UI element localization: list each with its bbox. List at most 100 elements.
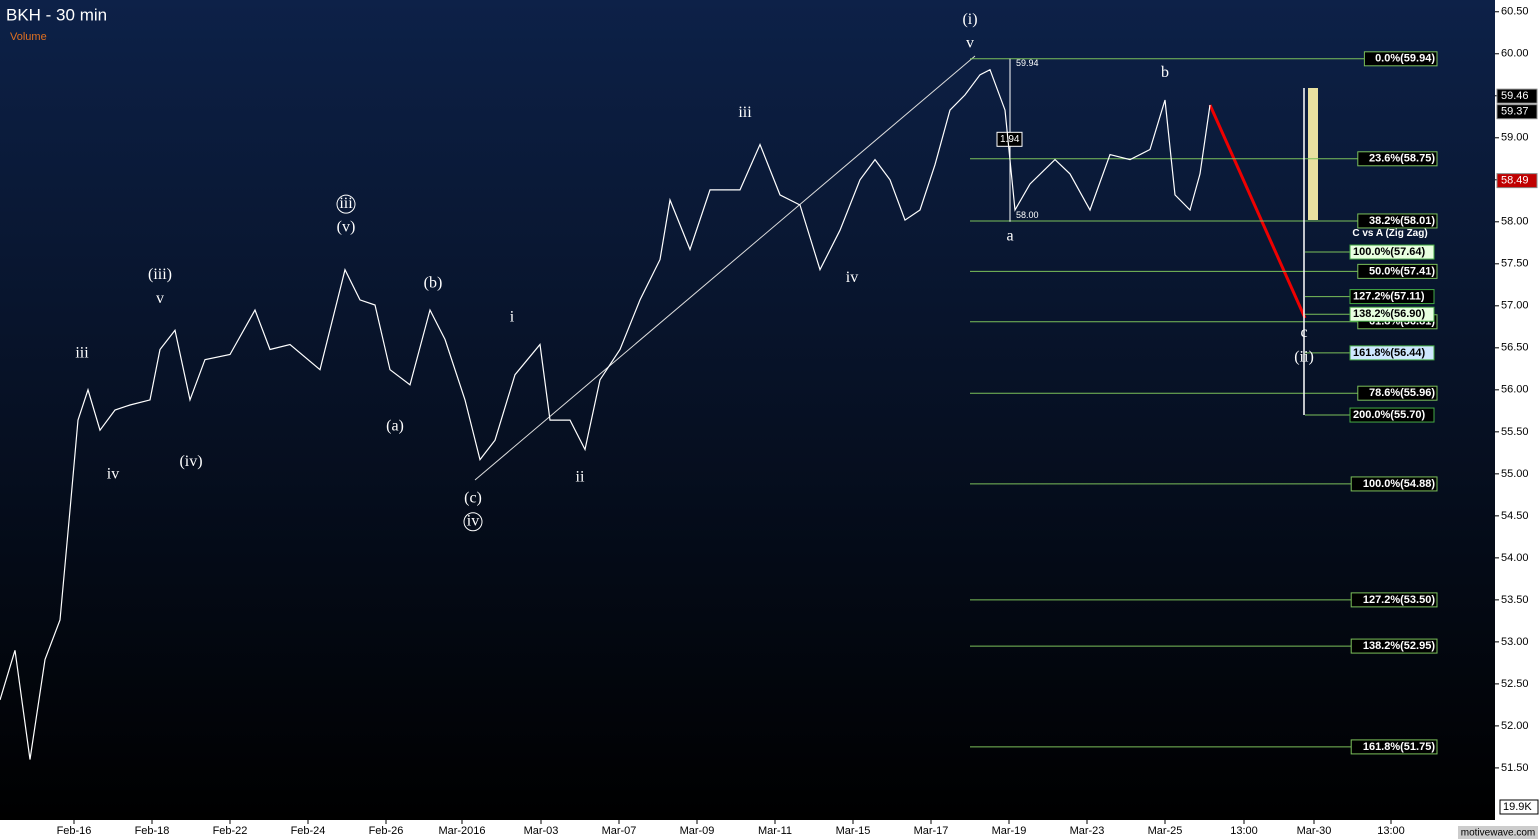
fib-label-box — [1357, 151, 1438, 167]
wave-label: v — [966, 34, 974, 51]
extension-label-box — [1349, 289, 1435, 305]
y-tick-label: 60.50 — [1501, 6, 1529, 18]
price-tag: 59.37 — [1501, 106, 1529, 118]
y-tick-label: 52.50 — [1501, 678, 1529, 690]
measure-top: 59.94 — [1016, 58, 1039, 68]
x-tick-label: 13:00 — [1377, 825, 1405, 837]
fib-label: 100.0%(54.88) — [1363, 478, 1435, 490]
wave-label: (v) — [337, 218, 356, 235]
price-line — [0, 68, 1211, 760]
fib-label-box — [1350, 592, 1438, 608]
wave-label: (iii) — [148, 266, 172, 283]
measure-range-box — [996, 131, 1023, 147]
fib-label: 23.6%(58.75) — [1369, 153, 1435, 165]
x-tick-label: Mar-11 — [758, 825, 792, 837]
chart-title: BKH - 30 min — [6, 5, 107, 24]
x-tick-label: Mar-09 — [680, 825, 715, 837]
fib-label-box — [1350, 739, 1438, 755]
wave-label: (b) — [424, 275, 443, 292]
fib-label: 78.6%(55.96) — [1369, 387, 1435, 399]
y-tick-label: 56.00 — [1501, 384, 1529, 396]
extension-label-box — [1349, 407, 1435, 423]
fib-label: 38.2%(58.01) — [1369, 215, 1435, 227]
x-tick-label: Feb-24 — [291, 825, 326, 837]
extension-label: 100.0%(57.64) — [1353, 246, 1425, 258]
y-tick-label: 55.00 — [1501, 468, 1529, 480]
y-tick-label: 58.00 — [1501, 216, 1529, 228]
fib-label-box — [1357, 263, 1438, 279]
y-tick-label: 60.00 — [1501, 48, 1529, 60]
wave-circle — [463, 512, 483, 532]
trend-line — [474, 55, 976, 481]
y-tick-label: 53.50 — [1501, 594, 1529, 606]
price-tag-box — [1496, 104, 1538, 120]
x-tick-label: Mar-07 — [602, 825, 637, 837]
x-tick-label: Mar-2016 — [438, 825, 485, 837]
extension-label: 127.2%(57.11) — [1353, 290, 1425, 302]
y-tick-label: 53.00 — [1501, 636, 1529, 648]
measure-range: 1.94 — [1000, 134, 1020, 145]
x-tick-label: Mar-03 — [524, 825, 559, 837]
wave-label: iv — [846, 269, 858, 286]
extension-label-box — [1349, 306, 1435, 322]
watermark-box — [1458, 826, 1538, 839]
wave-label: (i) — [962, 11, 977, 28]
projection-line — [1208, 104, 1307, 319]
x-tick-label: Mar-17 — [914, 825, 949, 837]
wave-label: a — [1006, 228, 1013, 245]
y-tick-label: 55.50 — [1501, 426, 1529, 438]
y-tick-label: 57.50 — [1501, 258, 1529, 270]
fib-label: 138.2%(52.95) — [1363, 640, 1435, 652]
wave-label: ii — [576, 469, 585, 486]
wave-label: i — [510, 308, 515, 325]
y-tick-label: 52.00 — [1501, 720, 1529, 732]
extension-label: 200.0%(55.70) — [1353, 409, 1425, 421]
y-axis-panel — [1495, 0, 1539, 840]
fib-label-box — [1357, 385, 1438, 401]
plot-background — [0, 0, 1495, 820]
x-tick-label: Mar-19 — [992, 825, 1027, 837]
y-tick-label: 51.50 — [1501, 762, 1529, 774]
fib-label-box — [1350, 638, 1438, 654]
x-axis-panel — [0, 820, 1495, 840]
fib-label-box — [1350, 476, 1438, 492]
measure-bottom: 58.00 — [1016, 210, 1039, 220]
x-tick-label: Feb-18 — [135, 825, 170, 837]
watermark: motivewave.com — [1461, 828, 1535, 839]
extension-title: C vs A (Zig Zag) — [1352, 228, 1427, 239]
wave-label: iii — [738, 104, 752, 121]
fib-label: 50.0%(57.41) — [1369, 265, 1435, 277]
wave-label: (a) — [386, 417, 404, 434]
fib-label: 0.0%(59.94) — [1375, 53, 1435, 65]
price-tag-box — [1496, 88, 1538, 104]
price-tag-box — [1496, 173, 1538, 189]
volume-tag: 19.9K — [1503, 801, 1532, 813]
wave-label: v — [156, 290, 164, 307]
extension-label: 161.8%(56.44) — [1353, 347, 1425, 359]
x-tick-label: Mar-23 — [1070, 825, 1105, 837]
y-tick-label: 54.00 — [1501, 552, 1529, 564]
wave-label: b — [1161, 64, 1169, 81]
wave-label: iv — [107, 465, 119, 482]
x-tick-label: Feb-22 — [213, 825, 248, 837]
y-tick-label: 54.50 — [1501, 510, 1529, 522]
extension-label-box — [1349, 244, 1435, 260]
volume-tag-box — [1499, 799, 1539, 815]
price-tag: 58.49 — [1501, 175, 1529, 187]
wave-label: iii — [339, 195, 353, 212]
wave-label: iii — [75, 344, 89, 361]
x-tick-label: Feb-16 — [57, 825, 92, 837]
fib-label-box — [1363, 51, 1438, 67]
volume-label: Volume — [10, 31, 47, 43]
y-tick-label: 59.00 — [1501, 132, 1529, 144]
x-tick-label: Mar-25 — [1148, 825, 1183, 837]
x-tick-label: Feb-26 — [369, 825, 404, 837]
wave-circle — [336, 194, 356, 214]
x-tick-label: Mar-15 — [836, 825, 871, 837]
wave-label: (iv) — [179, 453, 202, 470]
wave-label: iv — [467, 512, 479, 529]
extension-label: 138.2%(56.90) — [1353, 308, 1425, 320]
extension-label-box — [1349, 345, 1435, 361]
